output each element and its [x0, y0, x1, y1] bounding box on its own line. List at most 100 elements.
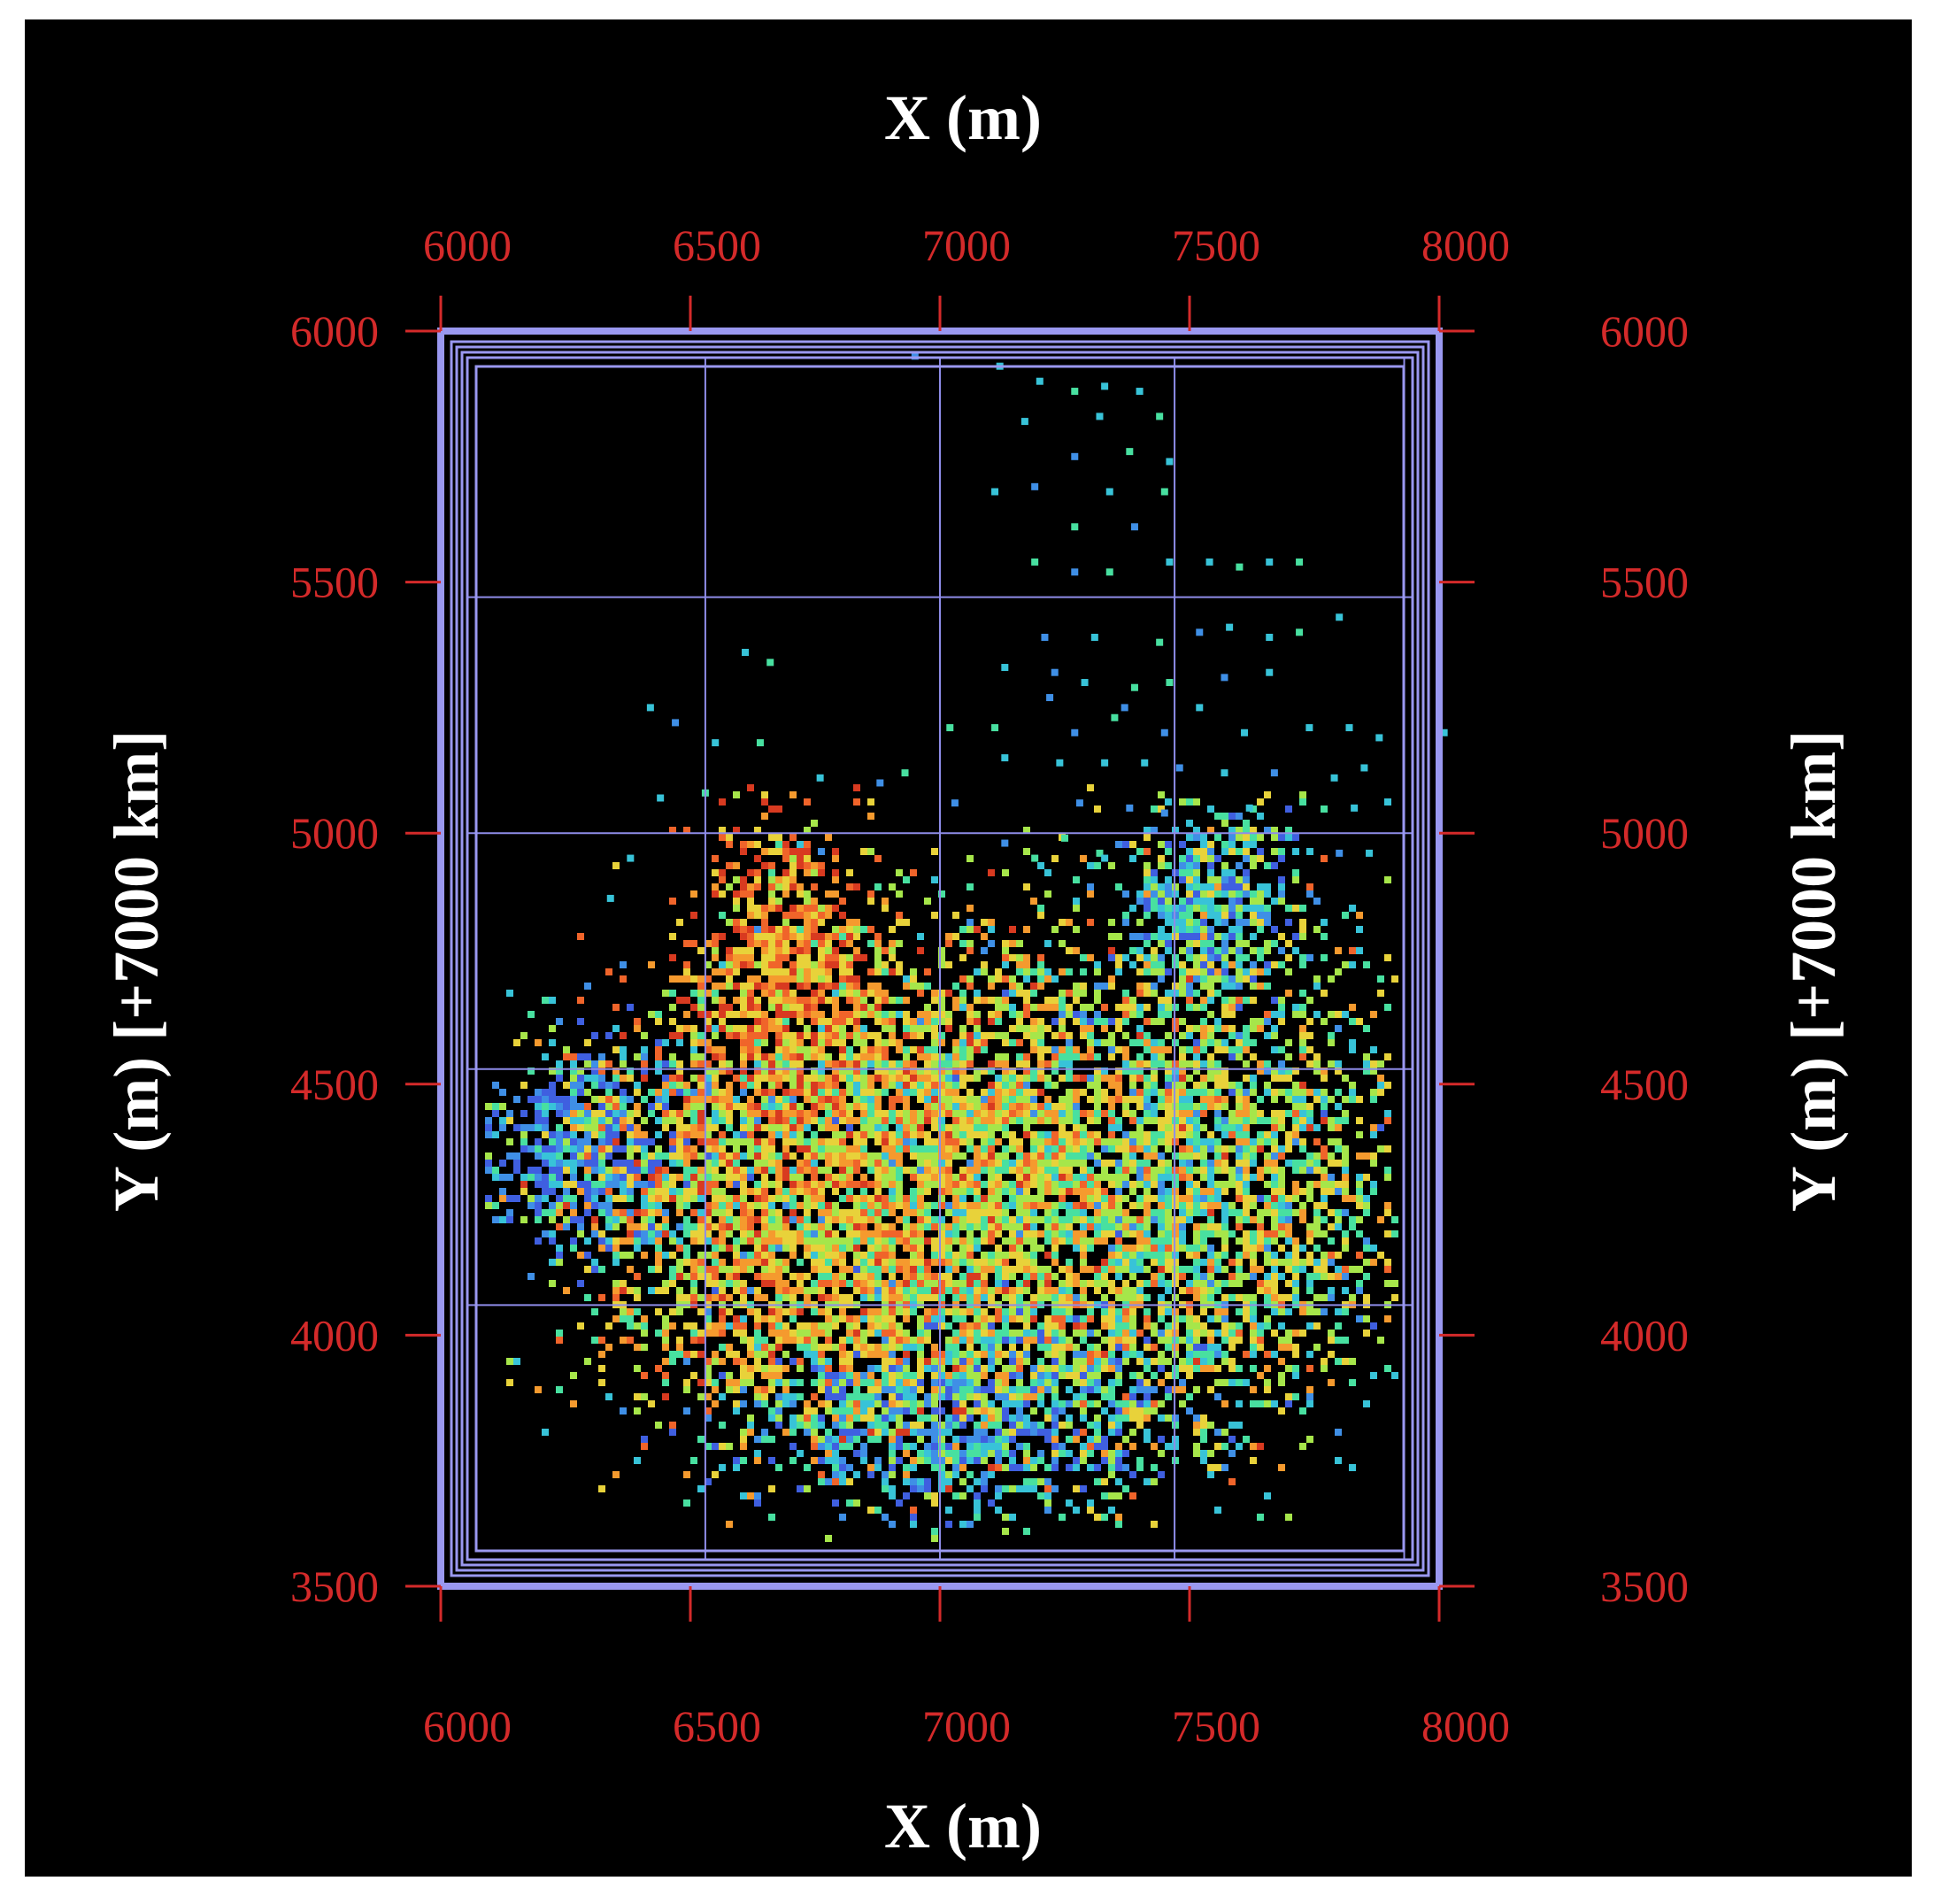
data-point	[676, 1131, 683, 1138]
data-point	[1221, 1308, 1228, 1315]
data-point	[1051, 1252, 1059, 1259]
data-point	[853, 1322, 860, 1330]
data-point	[1023, 848, 1030, 855]
data-point	[974, 1174, 981, 1181]
data-point	[889, 1400, 896, 1407]
data-point	[1313, 975, 1321, 983]
data-point	[1264, 1322, 1271, 1330]
data-point	[1335, 1124, 1342, 1131]
data-point	[598, 1266, 605, 1273]
data-point	[811, 1117, 818, 1124]
data-point	[733, 1195, 740, 1202]
data-point	[931, 876, 938, 883]
data-point	[1129, 1216, 1136, 1223]
data-point	[889, 1188, 896, 1195]
data-point	[648, 1237, 655, 1245]
data-point	[1335, 1216, 1342, 1223]
data-point	[690, 1322, 697, 1330]
data-point	[1066, 1068, 1073, 1075]
data-point	[853, 1393, 860, 1400]
data-point	[591, 1216, 598, 1223]
data-point	[1023, 1110, 1030, 1117]
data-point	[761, 1216, 768, 1223]
data-point	[1016, 1280, 1023, 1287]
data-point	[867, 1372, 874, 1379]
data-point	[719, 1089, 726, 1096]
data-point	[1037, 1273, 1044, 1280]
data-point	[768, 1315, 775, 1322]
data-point	[945, 1188, 952, 1195]
data-point	[825, 1117, 832, 1124]
data-point	[1129, 1131, 1136, 1138]
data-point	[1144, 1089, 1151, 1096]
data-point	[1087, 883, 1094, 890]
data-point	[981, 1181, 988, 1188]
data-point	[896, 1415, 903, 1422]
data-point	[952, 1358, 959, 1365]
data-point	[1151, 1344, 1158, 1351]
data-point	[697, 1060, 705, 1068]
data-point	[1101, 1145, 1108, 1152]
data-point	[1335, 1188, 1342, 1195]
data-point	[959, 1046, 966, 1053]
data-point	[988, 1167, 995, 1174]
data-point	[903, 1259, 910, 1266]
data-point	[1037, 1386, 1044, 1393]
data-point	[733, 1202, 740, 1209]
data-point	[995, 1032, 1002, 1039]
data-point	[917, 1252, 924, 1259]
data-point	[924, 1117, 931, 1124]
data-point	[860, 1004, 867, 1011]
data-point	[931, 1039, 938, 1046]
data-point	[1002, 1004, 1009, 1011]
data-point	[1200, 1237, 1207, 1245]
data-point	[1377, 1216, 1384, 1223]
data-point	[1200, 1124, 1207, 1131]
data-point	[627, 1131, 634, 1138]
data-point	[945, 1259, 952, 1266]
data-point	[846, 1018, 853, 1025]
data-point	[1080, 1216, 1087, 1223]
data-point	[733, 1145, 740, 1152]
data-point	[1250, 997, 1257, 1004]
data-point	[1214, 1202, 1221, 1209]
data-point	[981, 1294, 988, 1301]
data-point	[1101, 1315, 1108, 1322]
data-point	[832, 1237, 839, 1245]
data-point	[1278, 1209, 1285, 1216]
data-point	[818, 1351, 825, 1358]
data-point	[924, 968, 931, 975]
data-point	[1214, 1330, 1221, 1337]
data-point	[1221, 905, 1228, 912]
data-point	[825, 1096, 832, 1103]
data-point	[874, 1322, 882, 1330]
data-point	[669, 975, 676, 983]
data-point	[1321, 1358, 1328, 1365]
data-point	[1221, 1039, 1228, 1046]
data-point	[995, 1110, 1002, 1117]
data-point	[797, 926, 804, 933]
data-point	[1221, 1379, 1228, 1386]
data-point	[1009, 1068, 1016, 1075]
data-point	[988, 1202, 995, 1209]
data-point	[825, 1110, 832, 1117]
data-point	[1051, 997, 1059, 1004]
data-point	[1370, 1089, 1377, 1096]
data-point	[938, 890, 945, 898]
data-point	[697, 1237, 705, 1245]
data-point	[733, 1174, 740, 1181]
data-point	[655, 1237, 662, 1245]
data-point	[924, 1075, 931, 1082]
data-point	[896, 1110, 903, 1117]
data-point	[981, 1351, 988, 1358]
data-point	[1165, 1124, 1172, 1131]
data-point	[1384, 1174, 1391, 1181]
data-point	[747, 1096, 754, 1103]
data-point	[789, 912, 797, 919]
data-point	[867, 898, 874, 905]
data-point	[981, 1337, 988, 1344]
data-point	[981, 1365, 988, 1372]
data-point	[924, 1160, 931, 1167]
data-point	[1122, 1060, 1129, 1068]
data-point	[584, 1145, 591, 1152]
